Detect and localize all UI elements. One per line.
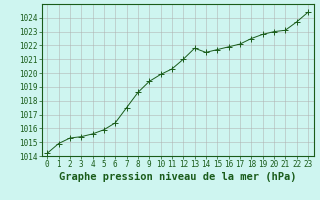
X-axis label: Graphe pression niveau de la mer (hPa): Graphe pression niveau de la mer (hPa) <box>59 172 296 182</box>
